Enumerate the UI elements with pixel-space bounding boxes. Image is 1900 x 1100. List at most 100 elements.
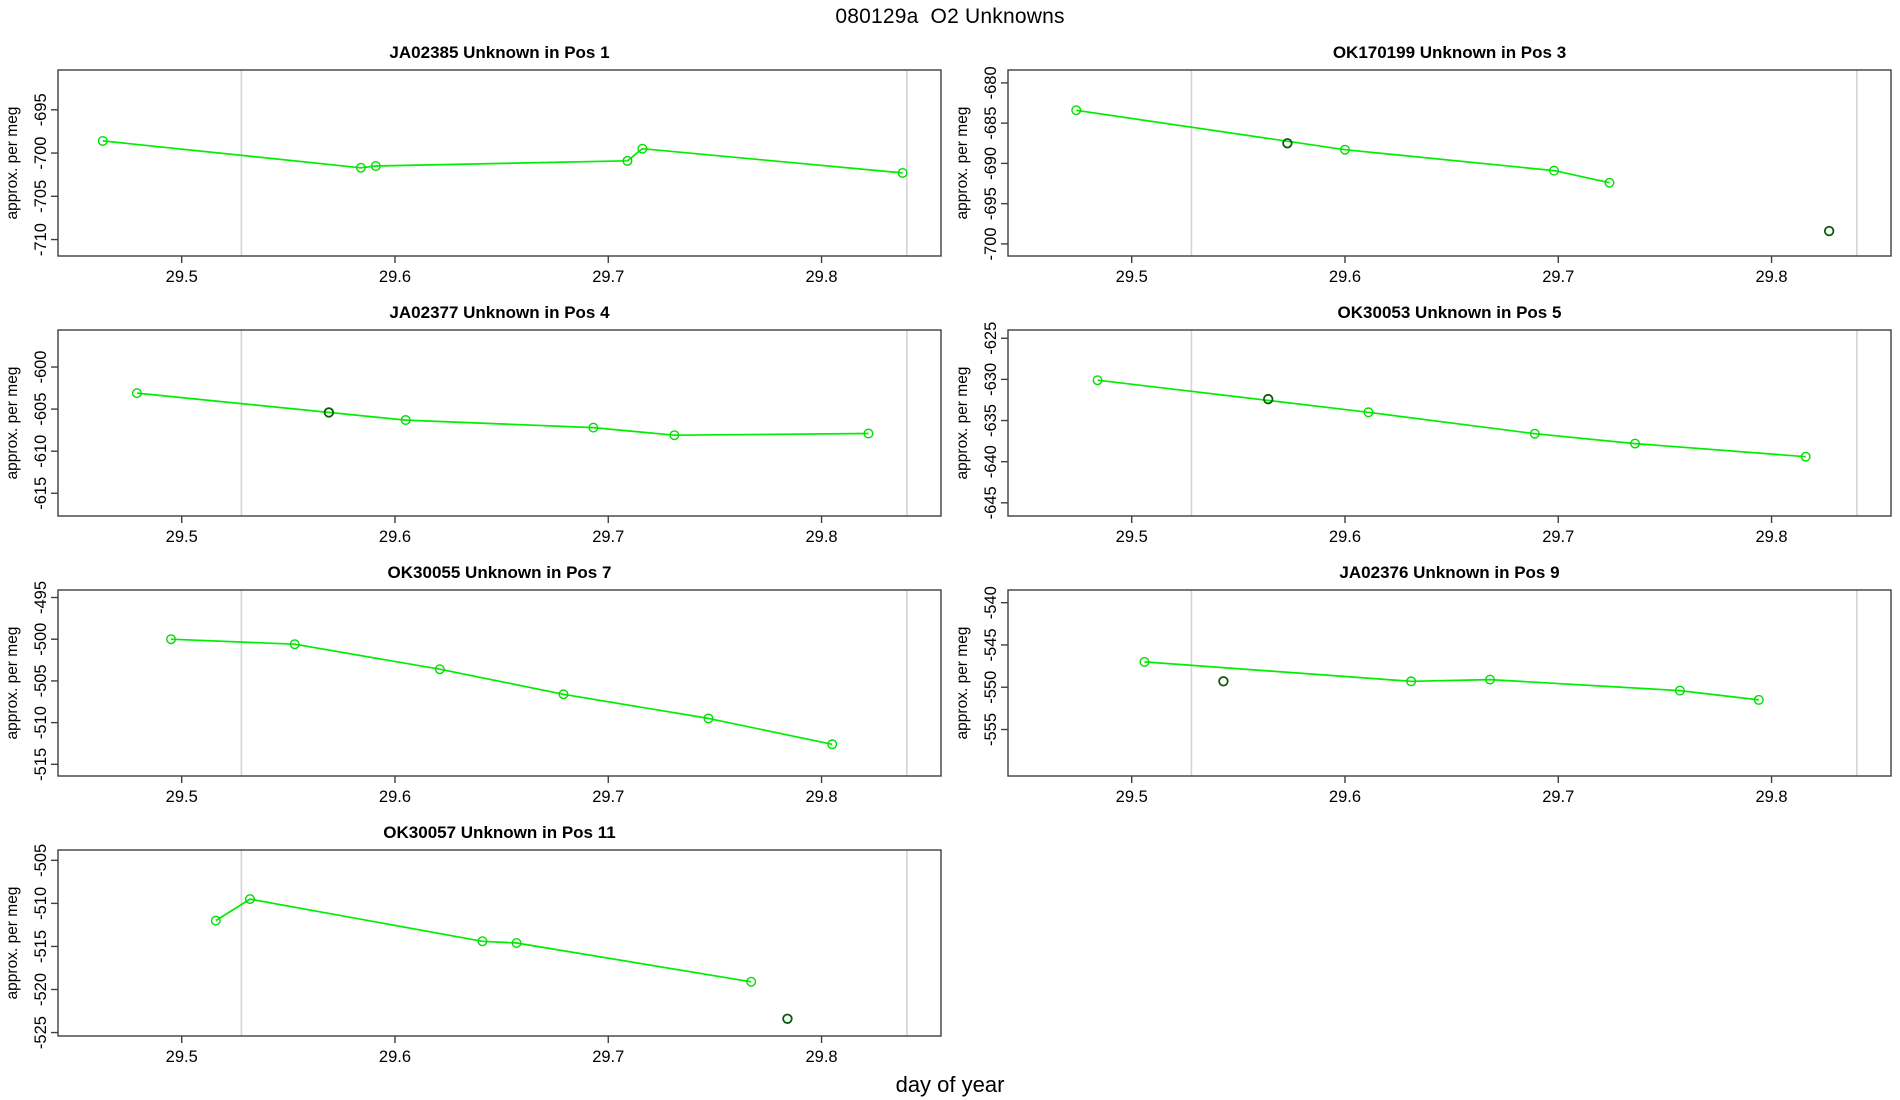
panel-title: OK30057 Unknown in Pos 11 <box>383 823 615 842</box>
y-axis-title: approx. per meg <box>954 367 971 480</box>
y-axis-title: approx. per meg <box>954 627 971 740</box>
x-tick-label: 29.5 <box>1116 268 1148 286</box>
plot-box <box>1007 69 1892 257</box>
plot-box <box>57 589 942 777</box>
data-point-dark <box>1823 225 1835 237</box>
data-point <box>97 135 108 146</box>
x-tick-label: 29.8 <box>1755 528 1787 546</box>
panel-chart: OK170199 Unknown in Pos 3 29.5 29.6 29.7 29.… <box>954 43 1892 286</box>
x-tick-label: 29.8 <box>805 788 837 806</box>
panel-title: JA02385 Unknown in Pos 1 <box>389 43 609 62</box>
data-point <box>477 936 488 947</box>
data-point <box>1363 407 1374 418</box>
x-tick-label: 29.5 <box>166 1048 198 1066</box>
y-tick-label: -500 <box>32 623 50 656</box>
x-tick-label: 29.8 <box>1755 268 1787 286</box>
x-tick-label: 29.7 <box>592 1048 624 1066</box>
data-point <box>166 634 177 645</box>
panel-chart: JA02377 Unknown in Pos 4 29.5 29.6 29.7 29.8… <box>4 303 942 546</box>
data-line <box>136 392 869 437</box>
y-tick-label: -640 <box>982 445 1000 478</box>
panel-title: OK170199 Unknown in Pos 3 <box>1333 43 1566 62</box>
data-point <box>669 430 680 441</box>
y-tick-label: -545 <box>982 628 1000 661</box>
data-point <box>827 739 838 750</box>
x-tick-label: 29.5 <box>166 788 198 806</box>
data-point <box>1139 656 1150 667</box>
data-point <box>1674 685 1685 696</box>
panel-chart: OK30055 Unknown in Pos 7 29.5 29.6 29.7 29.8… <box>4 563 942 806</box>
y-tick-label: -550 <box>982 671 1000 704</box>
y-tick-label: -505 <box>32 664 50 697</box>
panel-cell: OK30057 Unknown in Pos 11 29.5 29.6 29.7 29.… <box>0 814 950 1074</box>
y-tick-label: -510 <box>32 706 50 739</box>
data-point <box>1339 144 1350 155</box>
data-point <box>370 161 381 172</box>
x-tick-label: 29.6 <box>379 268 411 286</box>
y-tick-label: -515 <box>32 748 50 781</box>
plot-box <box>1007 329 1892 517</box>
data-point <box>1549 165 1560 176</box>
x-tick-label: 29.7 <box>1542 788 1574 806</box>
figure-title: 080129a O2 Unknowns <box>835 5 1065 28</box>
y-tick-label: -635 <box>982 404 1000 437</box>
y-tick-label: -700 <box>982 227 1000 260</box>
y-axis-title: approx. per meg <box>4 627 21 740</box>
x-tick-label: 29.8 <box>805 268 837 286</box>
data-point <box>355 162 366 173</box>
data-point-dark <box>323 407 335 418</box>
x-tick-label: 29.8 <box>1755 788 1787 806</box>
data-point <box>131 388 142 399</box>
data-point <box>1753 694 1764 705</box>
panel-grid: JA02385 Unknown in Pos 1 29.5 29.6 29.7 29.8… <box>0 34 1900 1074</box>
data-point <box>1485 674 1496 685</box>
plot-box <box>1007 589 1892 777</box>
panel-title: OK30055 Unknown in Pos 7 <box>388 563 612 582</box>
y-tick-label: -685 <box>982 107 1000 140</box>
y-tick-label: -690 <box>982 147 1000 180</box>
panel-chart: JA02376 Unknown in Pos 9 29.5 29.6 29.7 29.8… <box>954 563 1892 806</box>
y-tick-label: -630 <box>982 363 1000 396</box>
y-tick-label: -525 <box>32 1016 50 1049</box>
x-tick-label: 29.8 <box>805 528 837 546</box>
y-tick-label: -495 <box>32 581 50 614</box>
x-tick-label: 29.7 <box>1542 528 1574 546</box>
data-point <box>622 155 633 166</box>
x-tick-label: 29.6 <box>379 1048 411 1066</box>
x-tick-label: 29.6 <box>379 528 411 546</box>
data-line <box>170 638 833 746</box>
plot-box <box>57 69 942 257</box>
data-point <box>746 976 757 987</box>
data-line <box>1097 379 1806 458</box>
data-point-dark <box>782 1013 793 1024</box>
panel-title: JA02377 Unknown in Pos 4 <box>389 303 610 322</box>
data-point-dark <box>1263 393 1274 405</box>
x-tick-label: 29.5 <box>1116 788 1148 806</box>
y-tick-label: -610 <box>32 435 50 468</box>
data-point <box>1406 676 1417 687</box>
plot-box <box>57 849 942 1037</box>
y-axis-title: approx. per meg <box>4 367 21 480</box>
data-point <box>1630 438 1641 449</box>
x-tick-label: 29.7 <box>592 528 624 546</box>
data-point <box>434 664 445 675</box>
x-tick-label: 29.8 <box>805 1048 837 1066</box>
y-axis-title: approx. per meg <box>954 107 971 220</box>
y-axis-title: approx. per meg <box>4 107 21 220</box>
y-tick-label: -540 <box>982 586 1000 619</box>
data-line <box>215 898 752 983</box>
data-point <box>897 167 908 178</box>
panel-cell: JA02376 Unknown in Pos 9 29.5 29.6 29.7 29.8… <box>950 554 1900 814</box>
x-tick-label: 29.5 <box>166 528 198 546</box>
y-tick-label: -615 <box>32 477 50 510</box>
panel-chart: OK30057 Unknown in Pos 11 29.5 29.6 29.7 29.… <box>4 823 942 1066</box>
panel-chart: OK30053 Unknown in Pos 5 29.5 29.6 29.7 29.8… <box>954 303 1892 546</box>
y-tick-label: -705 <box>32 180 50 213</box>
y-tick-label: -695 <box>982 187 1000 220</box>
data-line <box>1144 661 1759 701</box>
data-point <box>588 422 599 433</box>
panel-cell: JA02385 Unknown in Pos 1 29.5 29.6 29.7 29.8… <box>0 34 950 294</box>
data-point <box>863 428 874 439</box>
data-point <box>1071 105 1082 116</box>
